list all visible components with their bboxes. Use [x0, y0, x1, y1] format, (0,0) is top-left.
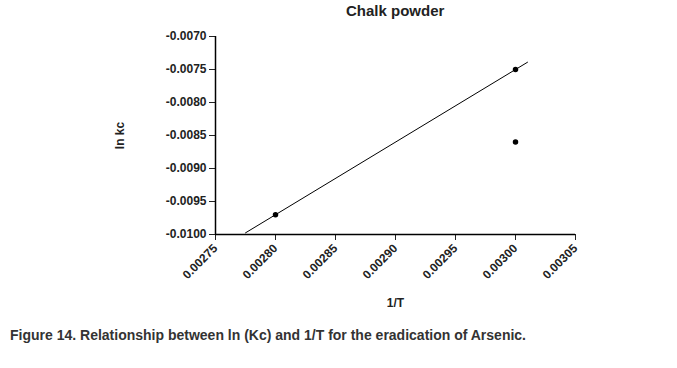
svg-text:-0.0070: -0.0070 — [166, 29, 207, 43]
svg-text:-0.0100: -0.0100 — [166, 227, 207, 241]
svg-text:1/T: 1/T — [387, 296, 405, 310]
svg-text:-0.0075: -0.0075 — [166, 62, 207, 76]
svg-text:0.00285: 0.00285 — [300, 241, 341, 282]
svg-text:ln kc: ln kc — [113, 122, 127, 150]
svg-text:0.00280: 0.00280 — [240, 241, 281, 282]
html-text:Figure 14. Relationship betwee: Figure 14. Relationship between ln (Kc) … — [10, 327, 526, 343]
svg-text:-0.0085: -0.0085 — [166, 128, 207, 142]
svg-text:-0.0095: -0.0095 — [166, 194, 207, 208]
svg-text:0.00305: 0.00305 — [540, 241, 581, 282]
svg-text:0.00290: 0.00290 — [360, 241, 401, 282]
svg-text:-0.0090: -0.0090 — [166, 161, 207, 175]
svg-text:0.00295: 0.00295 — [420, 241, 461, 282]
html-text:Chalk powder: Chalk powder — [346, 2, 445, 19]
svg-text:0.00300: 0.00300 — [480, 241, 521, 282]
svg-text:-0.0080: -0.0080 — [166, 95, 207, 109]
svg-text:0.00275: 0.00275 — [180, 241, 221, 282]
